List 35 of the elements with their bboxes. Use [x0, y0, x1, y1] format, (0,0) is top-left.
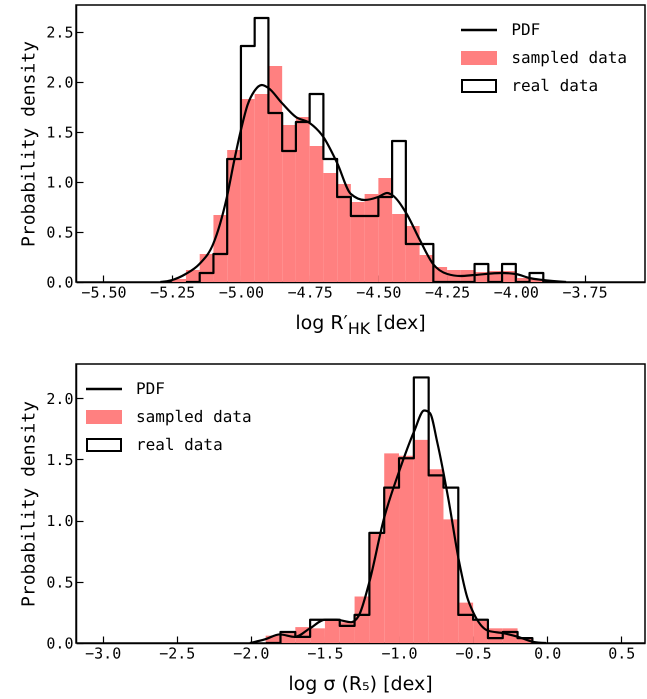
x-tick-label: −4.50	[356, 284, 402, 302]
x-tick-label: 0.5	[608, 644, 636, 662]
x-tick-label: −0.5	[456, 644, 492, 662]
x-axis-title: log σ (R₅) [dex]	[287, 673, 434, 695]
x-tick-label: −3.0	[85, 644, 122, 662]
legend-label: real data	[511, 75, 598, 97]
x-tick-label: −5.00	[218, 284, 264, 302]
x-tick-label: −4.00	[494, 284, 539, 302]
y-tick-label: 0.5	[46, 224, 74, 242]
x-tick-label: −2.5	[159, 644, 196, 662]
legend-label: real data	[136, 434, 223, 456]
x-tick-label: −4.25	[425, 284, 470, 302]
x-tick-label: −4.75	[288, 284, 333, 302]
y-tick-label: 0.5	[46, 573, 74, 592]
legend-label: sampled data	[511, 47, 627, 69]
legend-label: sampled data	[136, 406, 252, 428]
y-tick-label: 2.0	[46, 390, 74, 408]
y-axis-title: Probability density	[18, 40, 40, 247]
y-tick-label: 1.0	[46, 512, 74, 530]
x-tick-label: −2.0	[233, 644, 270, 662]
y-tick-label: 1.0	[46, 174, 74, 192]
y-tick-label: 1.5	[46, 124, 74, 142]
x-tick-label: −5.25	[150, 284, 196, 302]
x-tick-label: −5.50	[81, 284, 127, 302]
legend-label: PDF	[136, 378, 165, 400]
x-tick-label: −3.75	[562, 284, 608, 302]
x-tick-label: −1.5	[307, 644, 344, 662]
y-tick-label: 1.5	[46, 450, 74, 469]
y-tick-label: 2.0	[46, 74, 74, 92]
legend-label: PDF	[511, 19, 540, 41]
y-tick-label: 2.5	[46, 24, 74, 42]
x-tick-label: 0.0	[534, 644, 562, 662]
x-tick-label: −1.0	[381, 644, 418, 662]
x-axis-title: log R′$_{HK}$ [dex]	[294, 312, 427, 338]
y-axis-title: Probability density	[18, 400, 40, 607]
